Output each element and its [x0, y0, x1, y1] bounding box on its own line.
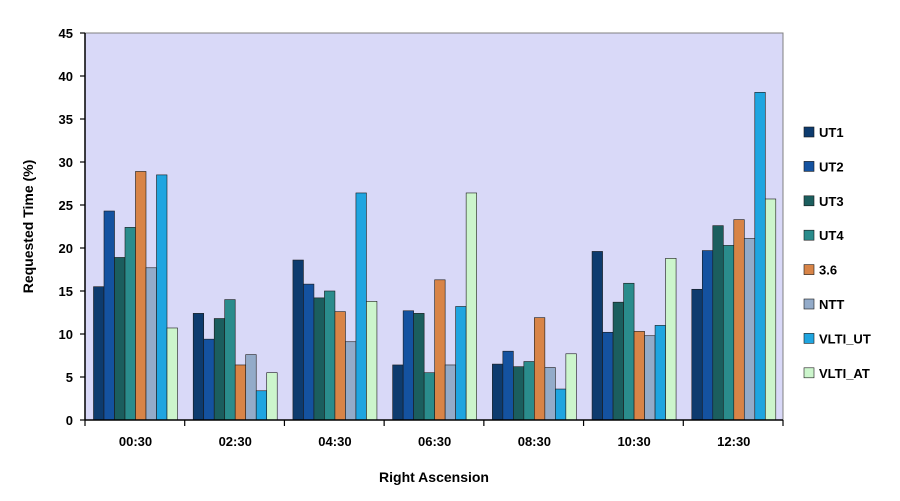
bar-vlti-at-0030: [166, 327, 178, 421]
legend: UT1 UT2 UT3 UT4 3.6 NTT VLTI_UT VLTI_AT: [803, 125, 871, 381]
bars-group: [93, 92, 777, 421]
bar-ut4-0830: [523, 361, 535, 421]
bar-3-6-0830: [534, 317, 546, 421]
bar-ut3-0030: [114, 257, 126, 421]
legend-label-ut1: UT1: [819, 125, 844, 140]
x-tick-label: 06:30: [418, 434, 451, 449]
bar-vlti-ut-0230: [255, 390, 268, 421]
bar-ut3-1030: [612, 301, 624, 421]
y-tick-label: 45: [59, 26, 73, 41]
bar-ut4-1230: [722, 245, 735, 421]
x-tick-label: 10:30: [617, 434, 650, 449]
bar-ut4-1030: [623, 282, 635, 421]
bar-ntt-1030: [644, 335, 656, 421]
x-tick-label: 04:30: [318, 434, 351, 449]
bar-ut2-0030: [103, 210, 115, 421]
bar-vlti-at-1230: [764, 198, 777, 421]
bar-ut2-0430: [303, 283, 315, 421]
bar-ut2-1230: [701, 250, 714, 421]
bar-ut3-0430: [313, 297, 325, 421]
x-tick-label: 00:30: [119, 434, 152, 449]
bar-vlti-at-0430: [366, 301, 378, 421]
legend-label-vlti-at: VLTI_AT: [819, 366, 870, 381]
bar-ut2-1030: [602, 331, 614, 421]
bar-vlti-ut-0430: [355, 192, 367, 421]
x-axis-label: Right Ascension: [379, 469, 489, 485]
bar-ut1-0430: [292, 259, 304, 421]
bar-ntt-0630: [444, 364, 456, 421]
bar-ut3-0630: [413, 313, 425, 421]
bar-vlti-ut-0830: [555, 388, 567, 421]
plot-area: [84, 32, 784, 421]
bar-3-6-1030: [633, 331, 645, 421]
legend-label-ut2: UT2: [819, 159, 844, 174]
bar-ut3-0830: [513, 366, 525, 421]
bar-ut3-1230: [712, 225, 724, 421]
x-axis: 00:30 02:30 04:30 06:30 08:30 10:30 12:30: [84, 419, 784, 449]
bar-vlti-ut-0630: [455, 306, 467, 421]
y-tick-label: 25: [59, 198, 73, 213]
legend-label-vlti-ut: VLTI_UT: [819, 331, 871, 346]
bar-3-6-0230: [234, 364, 247, 421]
bar-3-6-1230: [733, 219, 745, 421]
bar-vlti-at-0630: [465, 192, 477, 421]
bar-ntt-0430: [345, 341, 357, 421]
bar-ut1-0830: [492, 363, 504, 421]
bar-ntt-0830: [544, 367, 556, 421]
bar-3-6-0430: [334, 311, 346, 421]
bar-vlti-ut-1230: [754, 92, 766, 421]
y-tick-label: 20: [59, 241, 73, 256]
y-tick-label: 40: [59, 69, 73, 84]
y-tick-label: 10: [59, 327, 73, 342]
bar-ut4-0630: [423, 372, 435, 421]
legend-swatch-3-6: [803, 264, 815, 275]
x-tick-label: 12:30: [717, 434, 750, 449]
bar-ut4-0030: [124, 227, 136, 421]
bar-ut3-0230: [213, 318, 226, 421]
y-tick-label: 0: [66, 413, 73, 428]
legend-swatch-vlti-at: [803, 367, 815, 379]
legend-swatch-ut4: [803, 229, 815, 241]
bar-3-6-0030: [135, 171, 147, 421]
bar-vlti-at-0230: [266, 372, 278, 421]
bar-ut2-0230: [203, 338, 215, 421]
legend-label-3-6: 3.6: [819, 263, 837, 278]
y-tick-label: 30: [59, 155, 73, 170]
y-tick-label: 5: [66, 370, 73, 385]
legend-swatch-ut1: [803, 126, 815, 138]
bar-ntt-1230: [743, 238, 756, 421]
y-tick-label: 35: [59, 112, 73, 127]
bar-ut1-0630: [392, 364, 404, 421]
bar-vlti-ut-0030: [156, 174, 168, 421]
legend-swatch-ntt: [803, 298, 815, 310]
bar-ntt-0030: [145, 267, 157, 421]
legend-label-ut3: UT3: [819, 194, 844, 209]
bar-ut1-0230: [192, 313, 205, 421]
bar-ntt-0230: [245, 354, 257, 421]
bar-ut1-1230: [691, 288, 703, 421]
x-tick-label: 08:30: [518, 434, 551, 449]
legend-label-ntt: NTT: [819, 297, 844, 312]
bar-ut4-0230: [224, 299, 236, 421]
y-tick-label: 15: [59, 284, 73, 299]
bar-3-6-0630: [434, 279, 446, 421]
y-axis: 0 5 10 15 20 25 30 35 40 45: [59, 26, 86, 428]
legend-swatch-ut3: [803, 195, 815, 207]
bar-ut4-0430: [324, 290, 336, 421]
bar-ut1-1030: [591, 251, 603, 421]
legend-swatch-vlti-ut: [803, 333, 815, 344]
bar-ut2-0630: [402, 310, 414, 421]
legend-label-ut4: UT4: [819, 228, 844, 243]
bar-vlti-at-0830: [565, 353, 577, 421]
bar-vlti-at-1030: [665, 258, 677, 421]
x-tick-label: 02:30: [219, 434, 252, 449]
bar-ut1-0030: [93, 286, 105, 421]
bar-vlti-ut-1030: [654, 325, 666, 421]
bar-ut2-0830: [502, 350, 514, 421]
y-axis-label: Requested Time (%): [20, 160, 36, 294]
legend-swatch-ut2: [803, 161, 815, 172]
